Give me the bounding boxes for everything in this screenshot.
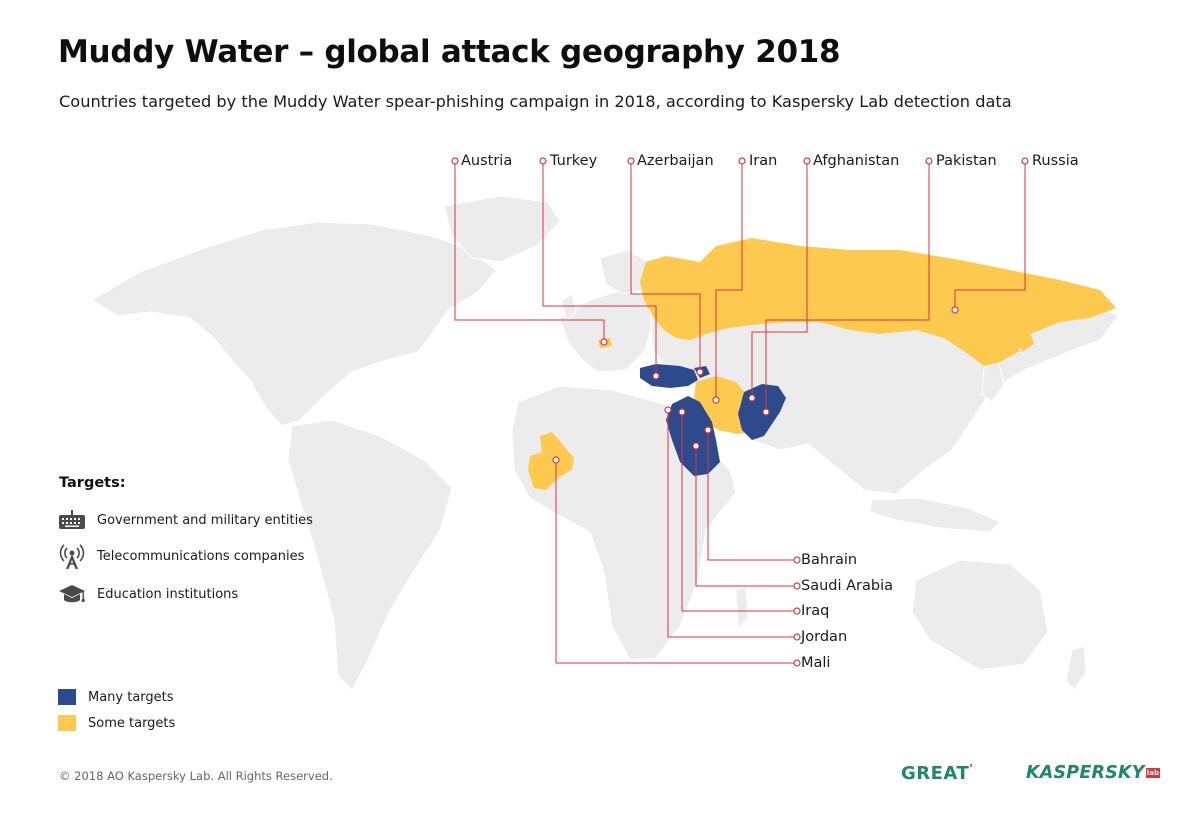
dot-bahrain-end — [793, 556, 801, 564]
page-subtitle: Countries targeted by the Muddy Water sp… — [59, 92, 1012, 111]
dot-turkey-top — [539, 157, 547, 165]
great-logo-mark: ’ — [969, 763, 974, 774]
dot-mali-end — [793, 659, 801, 667]
dot-iraq — [678, 408, 686, 416]
dot-saudi-arabia — [692, 442, 700, 450]
kaspersky-logo: KASPERSKY lab — [1026, 763, 1161, 783]
callout-iraq: Iraq — [801, 603, 830, 619]
legend-government-label: Government and military entities — [97, 512, 313, 528]
russia-region — [640, 238, 1116, 366]
dot-iran-top — [738, 157, 746, 165]
dot-bahrain — [704, 426, 712, 434]
dot-iran — [712, 396, 720, 404]
some-targets-swatch — [58, 715, 76, 731]
legend-education-label: Education institutions — [97, 586, 239, 602]
leader-iraq — [681, 412, 794, 612]
leader-mali — [555, 460, 794, 664]
callout-azerbaijan: Azerbaijan — [637, 153, 714, 169]
dot-pakistan — [762, 408, 770, 416]
greenland — [443, 195, 561, 263]
dot-turkey — [652, 372, 660, 380]
indonesia — [869, 497, 1001, 533]
dot-afghanistan-top — [803, 157, 811, 165]
copyright-notice: © 2018 AO Kaspersky Lab. All Rights Rese… — [59, 769, 333, 783]
madagascar — [735, 585, 749, 630]
dot-jordan — [664, 406, 672, 414]
great-logo-text: GREAT — [901, 763, 970, 784]
keyboard-icon — [58, 508, 86, 532]
leader-turkey — [542, 164, 657, 376]
leader-saudi-arabia — [695, 446, 794, 587]
callout-bahrain: Bahrain — [801, 552, 858, 568]
south-america — [287, 419, 453, 691]
dot-austria-top — [451, 157, 459, 165]
legend-telecom-label: Telecommunications companies — [97, 548, 305, 564]
callout-jordan: Jordan — [801, 629, 848, 645]
leader-jordan — [667, 410, 794, 638]
europe — [559, 289, 653, 373]
legend-telecom: Telecommunications companies — [58, 544, 305, 569]
dot-afghanistan — [748, 394, 756, 402]
callout-turkey: Turkey — [550, 153, 598, 169]
leader-austria — [454, 164, 605, 340]
dot-jordan-end — [793, 633, 801, 641]
targets-legend-title: Targets: — [59, 475, 126, 491]
legend-education: Education institutions — [58, 582, 238, 606]
uk — [561, 293, 577, 324]
great-logo: GREAT’ — [901, 763, 974, 784]
leader-lines — [454, 164, 1026, 664]
callout-iran: Iran — [749, 153, 778, 169]
dot-iraq-end — [793, 607, 801, 615]
page-title: Muddy Water – global attack geography 20… — [58, 34, 841, 70]
australia — [911, 559, 1049, 671]
leader-afghanistan — [751, 164, 808, 398]
legend-government: Government and military entities — [58, 508, 313, 532]
dot-austria — [600, 338, 608, 346]
turkey-region — [640, 364, 698, 388]
callout-saudi-arabia: Saudi Arabia — [801, 578, 894, 594]
sakhalin — [1018, 326, 1034, 352]
new-zealand — [1065, 645, 1087, 691]
kaspersky-logo-text: KASPERSKY — [1026, 763, 1145, 783]
callout-afghanistan: Afghanistan — [813, 153, 900, 169]
leader-azerbaijan — [630, 164, 701, 372]
dot-saudi-arabia-end — [793, 582, 801, 590]
many-targets-swatch — [58, 689, 76, 705]
dot-pakistan-top — [925, 157, 933, 165]
callout-russia: Russia — [1032, 153, 1079, 169]
mali-region — [528, 432, 574, 490]
legend-some-targets: Some targets — [58, 714, 175, 732]
leader-russia — [954, 164, 1026, 310]
dot-russia — [951, 306, 959, 314]
dot-mali — [552, 456, 560, 464]
dot-russia-top — [1021, 157, 1029, 165]
antenna-tower-icon — [58, 544, 86, 569]
leader-dots — [451, 157, 1029, 667]
some-targets-label: Some targets — [88, 715, 176, 731]
leader-iran — [715, 164, 743, 400]
callout-pakistan: Pakistan — [936, 153, 997, 169]
arabia-region — [666, 396, 720, 476]
kaspersky-lab-badge: lab — [1145, 768, 1161, 778]
legend-many-targets: Many targets — [58, 688, 174, 706]
leader-pakistan — [765, 164, 930, 412]
dot-azerbaijan — [696, 368, 704, 376]
north-america — [91, 221, 497, 427]
graduation-cap-icon — [58, 582, 86, 606]
many-targets-label: Many targets — [88, 689, 174, 705]
scandinavia — [599, 249, 649, 295]
leader-bahrain — [707, 430, 794, 561]
callout-austria: Austria — [461, 153, 513, 169]
dot-azerbaijan-top — [627, 157, 635, 165]
callout-mali: Mali — [801, 655, 831, 671]
